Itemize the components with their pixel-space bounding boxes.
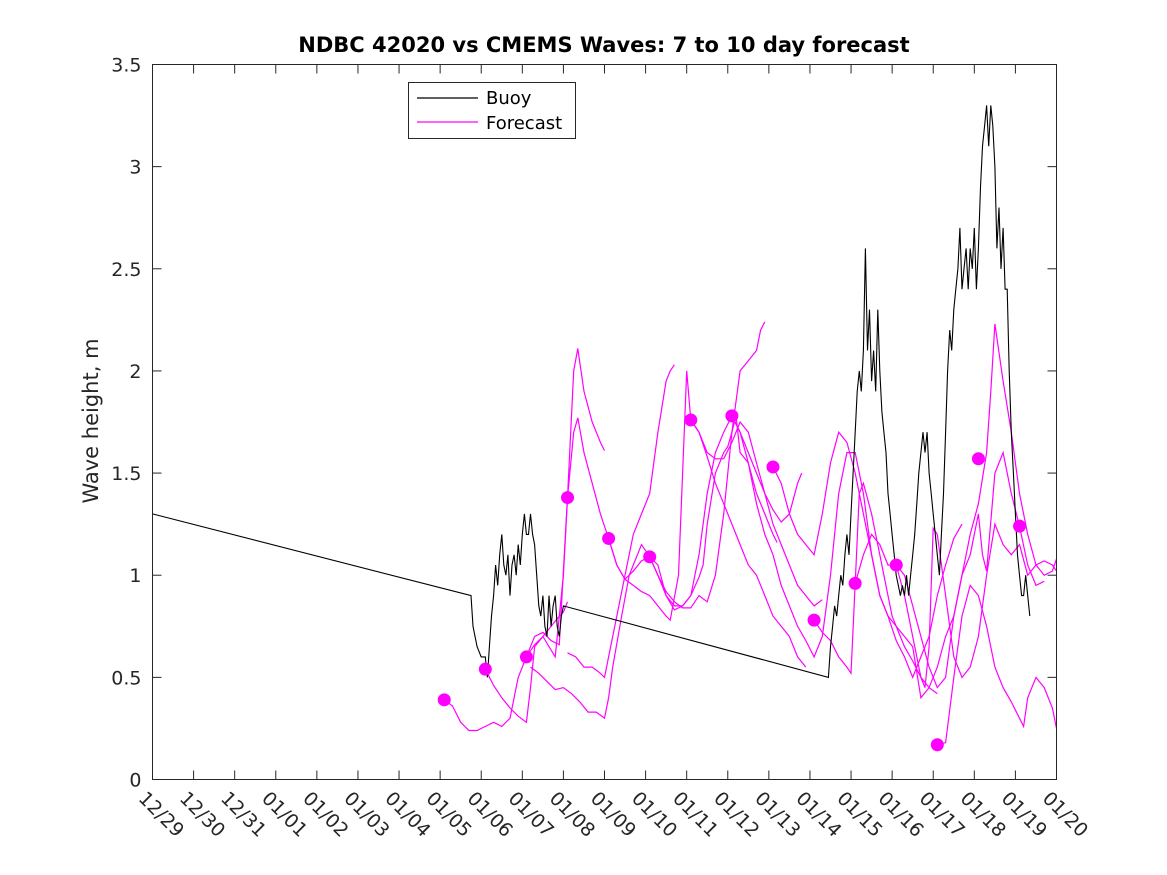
forecast-marker-10 [807, 613, 821, 627]
legend: Buoy Forecast [408, 82, 576, 139]
x-tick-label: 01/04 [380, 787, 434, 841]
y-tick-label: 0.5 [111, 667, 141, 689]
x-tick-label: 01/03 [339, 787, 393, 841]
x-tick-label: 01/09 [586, 787, 640, 841]
x-tick-label: 01/11 [668, 787, 722, 841]
x-tick-label: 01/13 [750, 787, 804, 841]
y-tick-label: 3.5 [111, 55, 141, 77]
x-tick-label: 01/02 [298, 787, 352, 841]
forecast-marker-12 [889, 558, 903, 572]
x-tick-label: 01/15 [832, 787, 886, 841]
forecast-line-8 [690, 419, 807, 668]
forecast-marker-6 [643, 550, 657, 564]
y-tick-label: 2.5 [111, 259, 141, 281]
forecast-line-9 [731, 415, 963, 680]
legend-forecast-label: Forecast [486, 113, 562, 134]
y-tick-label: 0 [129, 770, 141, 792]
forecast-markers [437, 409, 1027, 752]
forecast-marker-2 [478, 662, 492, 676]
y-tick-label: 3 [129, 157, 141, 179]
x-tick-label: 01/08 [545, 787, 599, 841]
forecast-line-5 [567, 364, 675, 679]
x-tick-label: 01/05 [422, 787, 476, 841]
forecast-marker-9 [766, 460, 780, 474]
forecast-line-1 [443, 601, 569, 732]
forecast-line-6 [608, 370, 823, 622]
x-tick-label: 01/19 [997, 787, 1051, 841]
legend-box [408, 82, 576, 139]
x-tick-label: 01/10 [627, 787, 681, 841]
x-tick-label: 01/20 [1038, 787, 1092, 841]
forecast-marker-11 [848, 576, 862, 590]
buoy-line [152, 105, 1031, 679]
forecast-marker-4 [561, 491, 575, 505]
x-tick-label: 01/14 [791, 787, 845, 841]
forecast-line-14 [937, 584, 1058, 746]
forecast-line-4 [530, 414, 803, 720]
x-tick-label: 01/07 [504, 787, 558, 841]
x-tick-label: 12/31 [216, 787, 270, 841]
chart-title: NDBC 42020 vs CMEMS Waves: 7 to 10 day f… [298, 33, 909, 57]
forecast-marker-5 [602, 531, 616, 545]
y-axis-label: Wave height, m [79, 338, 103, 503]
forecast-marker-1 [437, 693, 451, 707]
forecast-line-2 [484, 348, 606, 724]
forecast-marker-13 [930, 738, 944, 752]
forecast-line-10 [772, 430, 938, 695]
x-tick-label: 01/12 [709, 787, 763, 841]
y-tick-label: 2 [129, 361, 141, 383]
legend-buoy-label: Buoy [486, 88, 532, 109]
y-tick-label: 1.5 [111, 463, 141, 485]
forecast-line-11 [813, 323, 1058, 700]
forecast-marker-3 [519, 650, 533, 664]
x-tick-label: 01/06 [463, 787, 517, 841]
x-tick-label: 12/29 [134, 787, 188, 841]
y-tick-label: 1 [129, 565, 141, 587]
x-tick-label: 01/17 [915, 787, 969, 841]
plot-background [152, 64, 1057, 780]
x-tick-label: 01/01 [257, 787, 311, 841]
forecast-marker-14 [971, 452, 985, 466]
x-tick-label: 01/16 [874, 787, 928, 841]
x-tick-label: 12/30 [175, 787, 229, 841]
x-tick-label: 01/18 [956, 787, 1010, 841]
y-axis-ticks: 0 0.5 1 1.5 2 2.5 3 3.5 [111, 55, 1057, 792]
forecast-line-7 [649, 321, 766, 609]
plot-area: 00.511.522.533.5 12/2912/3012/3101/0101/… [111, 55, 1092, 842]
forecast-marker-15 [1013, 519, 1027, 533]
forecast-marker-8 [725, 409, 739, 423]
forecast-line-3 [525, 415, 778, 658]
forecast-marker-7 [684, 413, 698, 427]
